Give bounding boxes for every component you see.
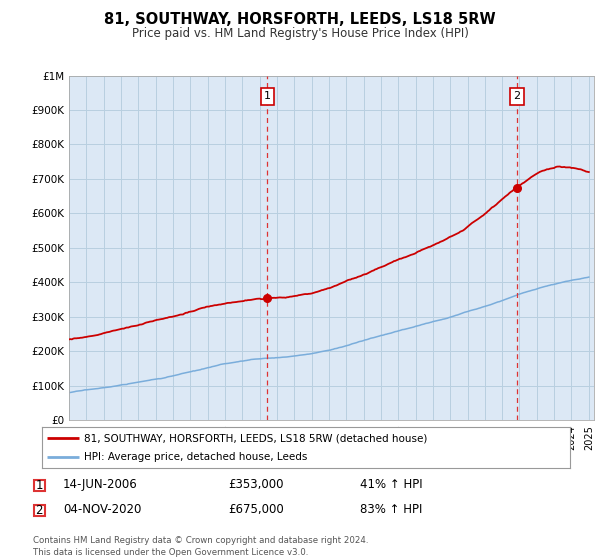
Text: £353,000: £353,000: [228, 478, 284, 491]
Text: 81, SOUTHWAY, HORSFORTH, LEEDS, LS18 5RW: 81, SOUTHWAY, HORSFORTH, LEEDS, LS18 5RW: [104, 12, 496, 27]
Text: 1: 1: [35, 479, 43, 492]
Text: 2: 2: [35, 504, 43, 517]
Text: Price paid vs. HM Land Registry's House Price Index (HPI): Price paid vs. HM Land Registry's House …: [131, 27, 469, 40]
Text: 83% ↑ HPI: 83% ↑ HPI: [360, 503, 422, 516]
Text: 81, SOUTHWAY, HORSFORTH, LEEDS, LS18 5RW (detached house): 81, SOUTHWAY, HORSFORTH, LEEDS, LS18 5RW…: [84, 433, 428, 443]
Text: 14-JUN-2006: 14-JUN-2006: [63, 478, 138, 491]
Text: 04-NOV-2020: 04-NOV-2020: [63, 503, 142, 516]
Text: Contains HM Land Registry data © Crown copyright and database right 2024.
This d: Contains HM Land Registry data © Crown c…: [33, 536, 368, 557]
Text: 1: 1: [264, 91, 271, 101]
Text: 41% ↑ HPI: 41% ↑ HPI: [360, 478, 422, 491]
Text: £675,000: £675,000: [228, 503, 284, 516]
Text: HPI: Average price, detached house, Leeds: HPI: Average price, detached house, Leed…: [84, 452, 308, 461]
Text: 2: 2: [513, 91, 520, 101]
